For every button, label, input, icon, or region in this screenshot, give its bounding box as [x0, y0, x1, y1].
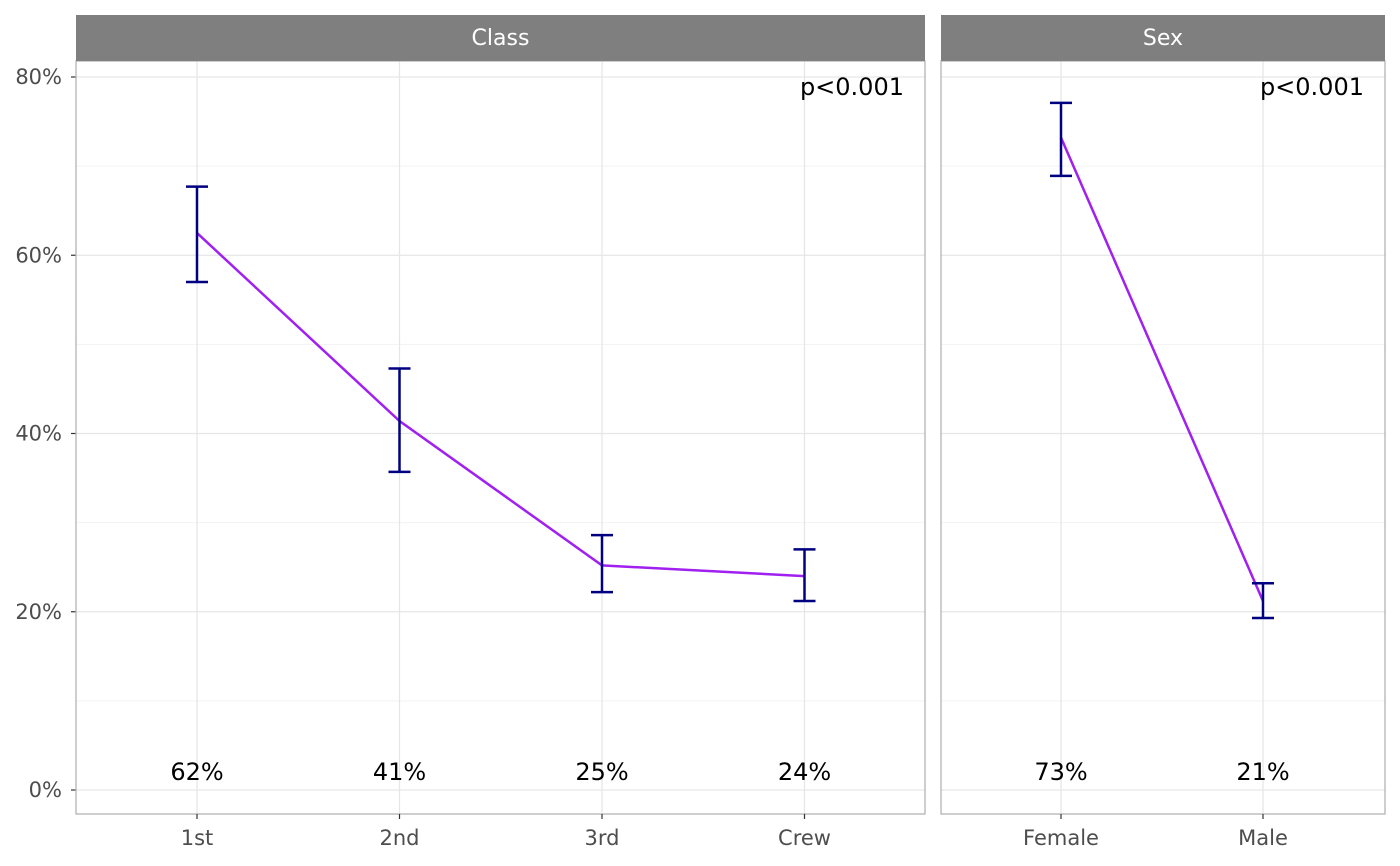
facet-panels: Class 62% 41% 25% 24% p<0.001 1st 2nd 3rd Crew Sex…: [75, 15, 1386, 850]
x-tick-label: Female: [1023, 826, 1099, 850]
errorbar: [186, 185, 208, 284]
x-tick-label: Crew: [778, 826, 831, 850]
x-tick-label: 1st: [181, 826, 214, 850]
errorbar: [1050, 101, 1072, 178]
p-value-annotation: p<0.001: [800, 73, 904, 101]
facet-panel-sex: Sex 73% 21% p<0.001 Female Male: [940, 15, 1386, 850]
errorbar: [1252, 581, 1274, 620]
facet-panel-class: Class 62% 41% 25% 24% p<0.001 1st 2nd 3rd Crew: [75, 15, 926, 850]
y-axis: 0% 20% 40% 60% 80%: [15, 65, 76, 802]
y-tick-label: 40%: [15, 422, 62, 446]
series-line: [196, 232, 805, 578]
data-label: 73%: [1034, 758, 1087, 786]
panel-background: [941, 61, 1385, 814]
data-label: 62%: [170, 758, 223, 786]
facet-strip: [76, 15, 925, 61]
p-value-annotation: p<0.001: [1260, 73, 1364, 101]
data-label: 24%: [778, 758, 831, 786]
y-tick-label: 80%: [15, 65, 62, 89]
x-tick-label: Male: [1238, 826, 1288, 850]
y-tick-label: 0%: [29, 778, 62, 802]
y-tick-label: 20%: [15, 600, 62, 624]
panel-background: [76, 61, 925, 814]
y-tick-label: 60%: [15, 243, 62, 267]
facet-strip-label: Sex: [1143, 26, 1183, 51]
facet-strip: [941, 15, 1385, 61]
data-label: 41%: [373, 758, 426, 786]
errorbar: [591, 533, 613, 594]
data-label: 25%: [575, 758, 628, 786]
series-line: [1059, 137, 1265, 602]
x-tick-label: 3rd: [585, 826, 620, 850]
errorbar: [388, 367, 411, 474]
errorbar: [793, 548, 816, 603]
facet-strip-label: Class: [472, 26, 530, 51]
data-label: 21%: [1236, 758, 1289, 786]
x-tick-label: 2nd: [379, 826, 419, 850]
